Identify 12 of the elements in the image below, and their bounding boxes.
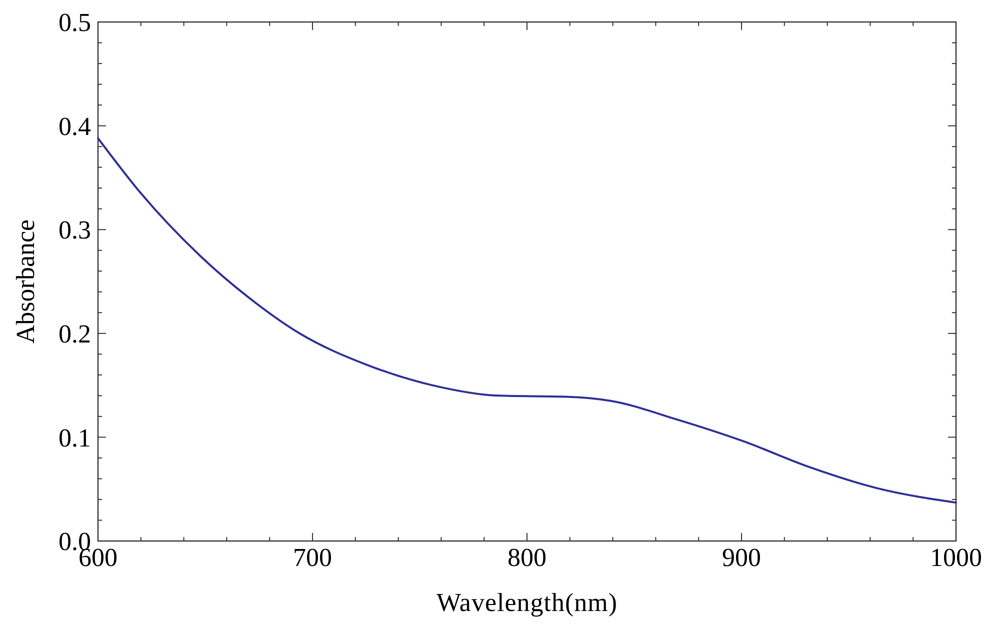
x-tick-label: 700 <box>293 543 332 572</box>
x-axis-title: Wavelength(nm) <box>436 588 618 617</box>
line-series <box>97 137 957 504</box>
y-tick-label: 0.1 <box>58 423 91 452</box>
x-tick-label: 800 <box>508 543 546 572</box>
y-tick-label: 0.2 <box>58 320 91 348</box>
y-axis-title: Absorbance <box>11 219 40 344</box>
y-tick-label: 0.4 <box>58 112 91 141</box>
y-tick-label: 0.5 <box>58 8 91 38</box>
y-tick-label: 0.3 <box>58 216 91 245</box>
x-tick-label: 900 <box>722 543 761 572</box>
x-tick-label: 1000 <box>930 543 982 572</box>
